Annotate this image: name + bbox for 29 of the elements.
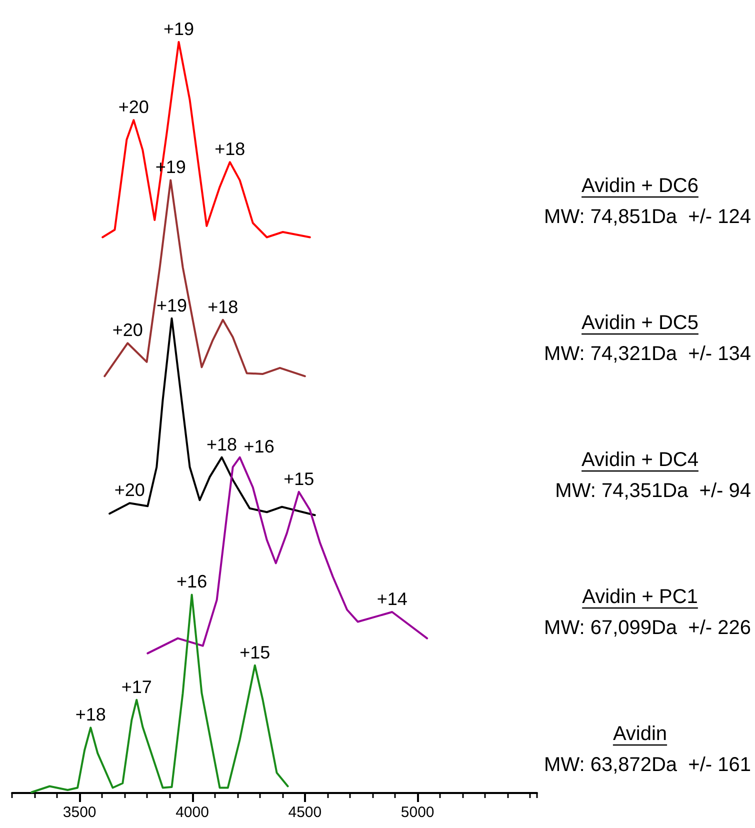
text: MW: 74,351Da +/- 94: [555, 480, 751, 502]
annotation: +18: [206, 434, 238, 454]
text: MW: 63,872Da +/- 161: [544, 754, 751, 776]
text: Avidin + PC1: [582, 586, 698, 608]
text: Avidin + DC4: [582, 449, 698, 471]
annotation: +16: [176, 572, 208, 592]
annotation: +15: [284, 468, 314, 489]
annotation: +15: [240, 642, 270, 662]
annotation: +18: [208, 296, 238, 317]
annotation: +19: [156, 295, 188, 316]
text: MW: 67,099Da +/- 226: [544, 617, 751, 639]
annotation: +17: [121, 676, 152, 697]
annotation: +14: [376, 589, 408, 610]
x-tick-label: 3500: [62, 804, 96, 821]
annotation: +20: [114, 480, 145, 500]
annotation: +20: [118, 97, 149, 118]
x-tick-label: 4500: [288, 804, 322, 821]
x-tick-label: 4000: [176, 804, 209, 821]
text: Avidin + DC6: [582, 175, 698, 197]
text: Avidin: [612, 723, 668, 745]
annotation: +16: [244, 436, 274, 456]
text: MW: 74,851Da +/- 124: [544, 206, 751, 228]
annotation: +18: [214, 139, 246, 160]
annotation: +20: [112, 320, 143, 340]
annotation: +19: [163, 19, 194, 39]
x-tick-label: 5000: [400, 804, 434, 821]
text: MW: 74,321Da +/- 134: [544, 343, 751, 365]
text: Avidin + DC5: [582, 312, 698, 334]
annotation: +18: [75, 704, 106, 725]
